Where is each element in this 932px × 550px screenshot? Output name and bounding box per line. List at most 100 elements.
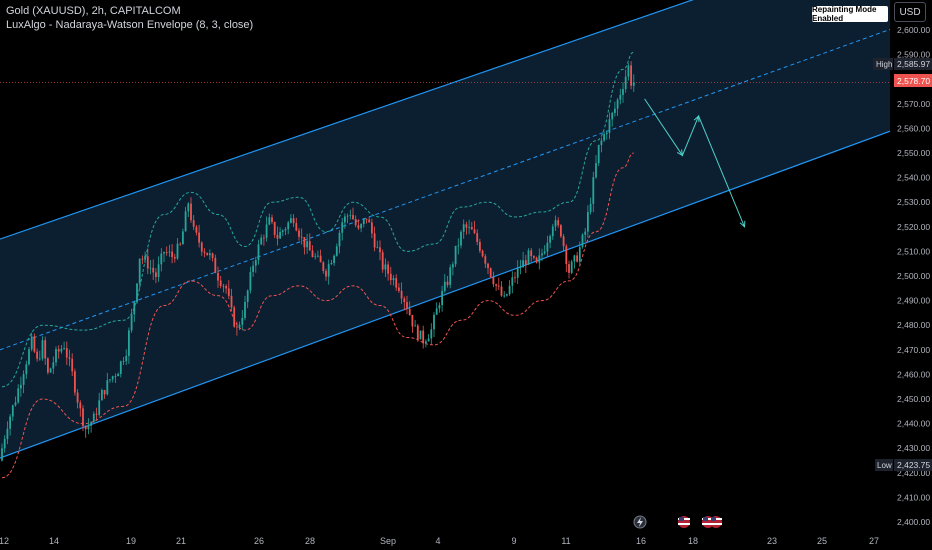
candle-body[interactable] — [17, 388, 20, 403]
candle-body[interactable] — [333, 255, 335, 264]
candle-body[interactable] — [573, 255, 576, 262]
candle-body[interactable] — [541, 253, 543, 256]
candle-body[interactable] — [306, 241, 308, 248]
candle-body[interactable] — [146, 256, 149, 269]
candle-body[interactable] — [543, 251, 546, 254]
candle-body[interactable] — [25, 364, 28, 375]
candle-body[interactable] — [152, 267, 155, 273]
candle-body[interactable] — [419, 330, 422, 340]
candle-body[interactable] — [460, 231, 462, 246]
candle-body[interactable] — [619, 94, 622, 100]
candle-body[interactable] — [287, 222, 290, 230]
currency-selector[interactable]: USD — [894, 2, 926, 22]
candle-body[interactable] — [163, 252, 165, 254]
candle-body[interactable] — [484, 256, 487, 264]
channel-middle-line[interactable] — [0, 28, 891, 351]
candle-body[interactable] — [133, 302, 136, 315]
candle-body[interactable] — [344, 216, 346, 223]
candle-body[interactable] — [257, 244, 260, 261]
candle-body[interactable] — [149, 267, 152, 269]
candle-body[interactable] — [352, 215, 354, 220]
candle-body[interactable] — [597, 144, 600, 164]
candle-body[interactable] — [360, 223, 362, 229]
candle-body[interactable] — [368, 219, 371, 223]
candle-body[interactable] — [317, 255, 319, 257]
candle-body[interactable] — [335, 246, 338, 256]
candle-body[interactable] — [20, 384, 22, 389]
candle-body[interactable] — [103, 390, 106, 395]
candle-body[interactable] — [365, 218, 368, 220]
candle-body[interactable] — [330, 263, 333, 265]
candle-body[interactable] — [587, 212, 589, 232]
candle-body[interactable] — [578, 247, 581, 262]
candle-body[interactable] — [238, 324, 241, 328]
candle-body[interactable] — [408, 308, 411, 315]
candle-body[interactable] — [28, 349, 30, 365]
candle-body[interactable] — [227, 288, 230, 296]
candle-body[interactable] — [608, 119, 611, 133]
candle-body[interactable] — [557, 220, 560, 226]
candle-body[interactable] — [22, 374, 25, 385]
candle-body[interactable] — [65, 348, 68, 358]
candle-body[interactable] — [6, 428, 9, 440]
candle-body[interactable] — [406, 302, 408, 309]
candle-body[interactable] — [141, 258, 144, 260]
candle-body[interactable] — [111, 376, 114, 380]
candle-body[interactable] — [546, 242, 549, 252]
candle-body[interactable] — [449, 267, 452, 285]
candle-body[interactable] — [549, 236, 551, 243]
candle-body[interactable] — [357, 225, 360, 229]
candle-body[interactable] — [535, 257, 538, 263]
candle-body[interactable] — [230, 295, 233, 308]
candle-body[interactable] — [346, 215, 349, 217]
candle-body[interactable] — [63, 348, 65, 349]
candle-body[interactable] — [611, 112, 614, 120]
candle-body[interactable] — [101, 390, 103, 401]
candle-body[interactable] — [527, 250, 530, 265]
candle-body[interactable] — [246, 290, 249, 302]
candle-body[interactable] — [538, 255, 541, 263]
candle-body[interactable] — [14, 402, 17, 406]
candle-body[interactable] — [624, 76, 627, 90]
candle-body[interactable] — [90, 422, 92, 426]
candle-body[interactable] — [303, 237, 306, 248]
candle-body[interactable] — [322, 262, 325, 271]
candle-body[interactable] — [454, 245, 457, 265]
candle-body[interactable] — [595, 163, 597, 178]
candle-body[interactable] — [268, 217, 271, 225]
candle-body[interactable] — [119, 361, 122, 374]
candle-body[interactable] — [497, 285, 500, 287]
candle-body[interactable] — [263, 237, 265, 239]
candle-body[interactable] — [379, 247, 381, 253]
candle-body[interactable] — [136, 283, 138, 303]
candle-body[interactable] — [327, 264, 330, 277]
candle-body[interactable] — [354, 219, 357, 226]
candle-body[interactable] — [568, 264, 570, 273]
candle-body[interactable] — [109, 379, 111, 381]
candle-body[interactable] — [68, 357, 71, 359]
candle-body[interactable] — [130, 314, 133, 331]
candle-body[interactable] — [295, 223, 298, 231]
candle-body[interactable] — [244, 301, 246, 318]
candle-body[interactable] — [292, 218, 295, 224]
candle-body[interactable] — [195, 226, 198, 233]
candle-body[interactable] — [52, 362, 55, 369]
candle-body[interactable] — [160, 253, 163, 265]
candle-body[interactable] — [114, 376, 117, 377]
candle-body[interactable] — [341, 222, 344, 233]
candle-body[interactable] — [514, 277, 516, 279]
candle-body[interactable] — [203, 251, 206, 253]
candle-body[interactable] — [468, 227, 470, 228]
candle-body[interactable] — [603, 134, 605, 141]
candle-body[interactable] — [279, 231, 281, 239]
candle-body[interactable] — [524, 260, 527, 265]
candle-body[interactable] — [414, 325, 416, 327]
candle-body[interactable] — [254, 260, 257, 266]
candle-body[interactable] — [190, 203, 192, 221]
candle-body[interactable] — [425, 341, 427, 344]
candle-body[interactable] — [630, 65, 632, 86]
candle-body[interactable] — [300, 236, 303, 238]
candle-body[interactable] — [233, 307, 236, 327]
candle-body[interactable] — [125, 355, 128, 362]
candle-body[interactable] — [503, 295, 506, 297]
